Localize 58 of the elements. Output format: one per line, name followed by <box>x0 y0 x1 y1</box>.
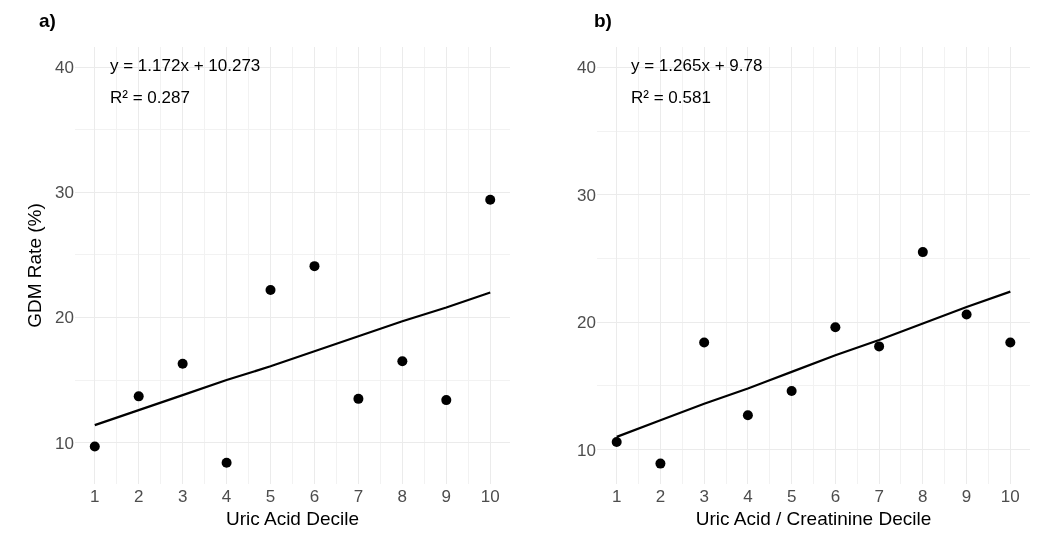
x-tick-label: 1 <box>90 487 100 506</box>
x-tick-label: 10 <box>480 487 500 506</box>
point <box>874 341 885 352</box>
x-tick-label: 7 <box>353 487 364 506</box>
y-tick-label: 20 <box>55 308 74 328</box>
x-tick-label: 4 <box>743 487 753 506</box>
point <box>133 391 144 402</box>
y-tick-label: 30 <box>55 183 74 203</box>
point <box>89 441 100 452</box>
x-tick-label: 5 <box>786 487 797 506</box>
y-tick-label: 10 <box>577 440 596 460</box>
line-series <box>93 291 492 427</box>
x-tick-label: 9 <box>441 487 452 506</box>
y-axis-title: GDM Rate (%) <box>23 203 45 328</box>
point <box>221 457 232 468</box>
point <box>265 284 276 295</box>
annotation: R² = 0.581 <box>631 88 711 107</box>
point <box>1005 337 1016 348</box>
point <box>441 395 452 406</box>
x-axis-title: Uric Acid / Creatinine Decile <box>695 507 932 529</box>
x-tick-label: 10 <box>1000 487 1020 506</box>
chart-title: a) <box>39 10 56 31</box>
point <box>177 358 188 369</box>
chart-title: b) <box>594 10 612 31</box>
y-tick-label: 40 <box>55 57 74 77</box>
x-tick-label: 2 <box>133 487 144 506</box>
x-tick-label: 6 <box>830 487 841 506</box>
annotation: R² = 0.287 <box>110 88 190 107</box>
x-tick-label: 6 <box>309 487 320 506</box>
point <box>830 322 841 333</box>
point <box>611 436 622 447</box>
point <box>742 410 753 421</box>
point <box>353 393 364 404</box>
annotation: y = 1.265x + 9.78 <box>631 56 763 75</box>
y-tick-label: 40 <box>577 58 596 78</box>
x-tick-label: 8 <box>918 487 928 506</box>
point <box>397 356 408 367</box>
x-tick-label: 4 <box>221 487 232 506</box>
point <box>485 194 496 205</box>
x-tick-label: 7 <box>874 487 884 506</box>
annotation: y = 1.172x + 10.273 <box>110 56 261 75</box>
x-tick-label: 8 <box>397 487 408 506</box>
x-tick-label: 5 <box>265 487 276 506</box>
point <box>786 385 797 396</box>
point <box>655 458 666 469</box>
point <box>699 337 710 348</box>
point <box>309 261 320 272</box>
y-tick-label: 30 <box>577 185 596 205</box>
point <box>917 247 928 258</box>
point <box>961 309 972 320</box>
x-tick-label: 9 <box>961 487 972 506</box>
x-axis-title: Uric Acid Decile <box>225 507 360 529</box>
y-tick-label: 20 <box>577 313 596 333</box>
x-tick-label: 3 <box>177 487 188 506</box>
y-tick-label: 10 <box>55 433 74 453</box>
x-tick-label: 3 <box>699 487 709 506</box>
x-tick-label: 2 <box>655 487 666 506</box>
x-tick-label: 1 <box>611 487 622 506</box>
